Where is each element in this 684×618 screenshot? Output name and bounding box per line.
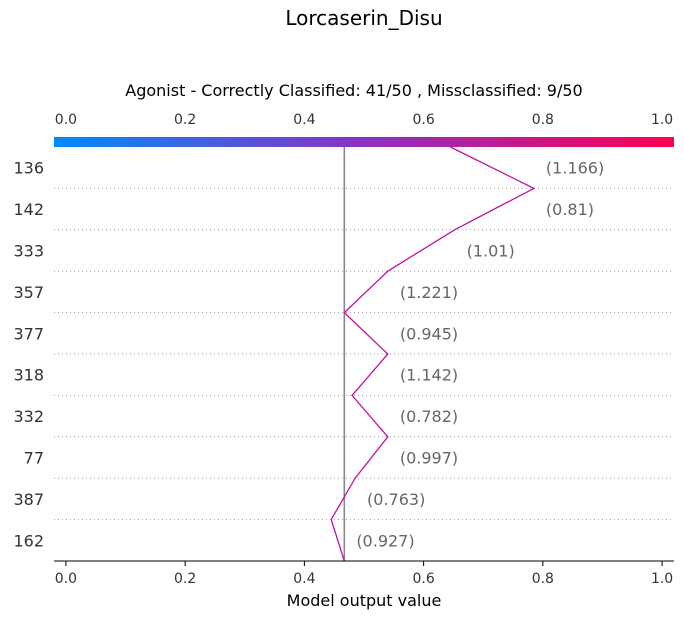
feature-value-label: (0.782) [400, 407, 458, 426]
colorbar-tick-label: 1.0 [651, 112, 673, 128]
colorbar [54, 137, 674, 147]
feature-value-label: (0.763) [367, 490, 425, 509]
x-tick-label: 0.6 [412, 571, 434, 587]
feature-label: 357 [13, 283, 44, 302]
grid-lines [54, 187, 674, 521]
feature-label: 377 [13, 324, 44, 343]
decision-path [330, 146, 536, 562]
x-tick-label: 0.0 [55, 571, 77, 587]
feature-label: 136 [13, 159, 44, 178]
x-axis-ticks: 0.0 0.2 0.4 0.6 0.8 1.0 [55, 561, 673, 587]
x-tick-label: 0.8 [532, 571, 554, 587]
x-tick-label: 0.4 [293, 571, 315, 587]
feature-label: 162 [13, 531, 44, 550]
feature-value-label: (0.927) [356, 531, 414, 550]
feature-value-label: (1.166) [546, 159, 604, 178]
feature-value-label: (1.142) [400, 366, 458, 385]
feature-label: 77 [24, 449, 44, 468]
feature-value-labels: (1.166) (0.81) (1.01) (1.221) (0.945) (1.142)… [356, 159, 604, 551]
x-tick-label: 1.0 [651, 571, 673, 587]
x-axis-label: Model output value [287, 591, 442, 610]
feature-value-label: (0.81) [546, 200, 594, 219]
colorbar-tick-label: 0.8 [532, 112, 554, 128]
colorbar-tick-labels: 0.0 0.2 0.4 0.6 0.8 1.0 [55, 112, 673, 128]
feature-value-label: (1.221) [400, 283, 458, 302]
chart-title: Lorcaserin_Disu [285, 6, 442, 30]
feature-label: 332 [13, 407, 44, 426]
colorbar-tick-label: 0.6 [412, 112, 434, 128]
colorbar-tick-label: 0.2 [174, 112, 196, 128]
feature-value-label: (0.945) [400, 324, 458, 343]
feature-value-label: (1.01) [467, 242, 515, 261]
x-tick-label: 0.2 [174, 571, 196, 587]
feature-label: 387 [13, 490, 44, 509]
colorbar-tick-label: 0.0 [55, 112, 77, 128]
chart-subtitle: Agonist - Correctly Classified: 41/50 , … [125, 81, 582, 100]
feature-label: 333 [13, 242, 44, 261]
feature-label: 318 [13, 366, 44, 385]
feature-label: 142 [13, 200, 44, 219]
colorbar-tick-label: 0.4 [293, 112, 315, 128]
feature-labels: 136 142 333 357 377 318 332 77 387 162 [13, 159, 44, 551]
feature-value-label: (0.997) [400, 449, 458, 468]
